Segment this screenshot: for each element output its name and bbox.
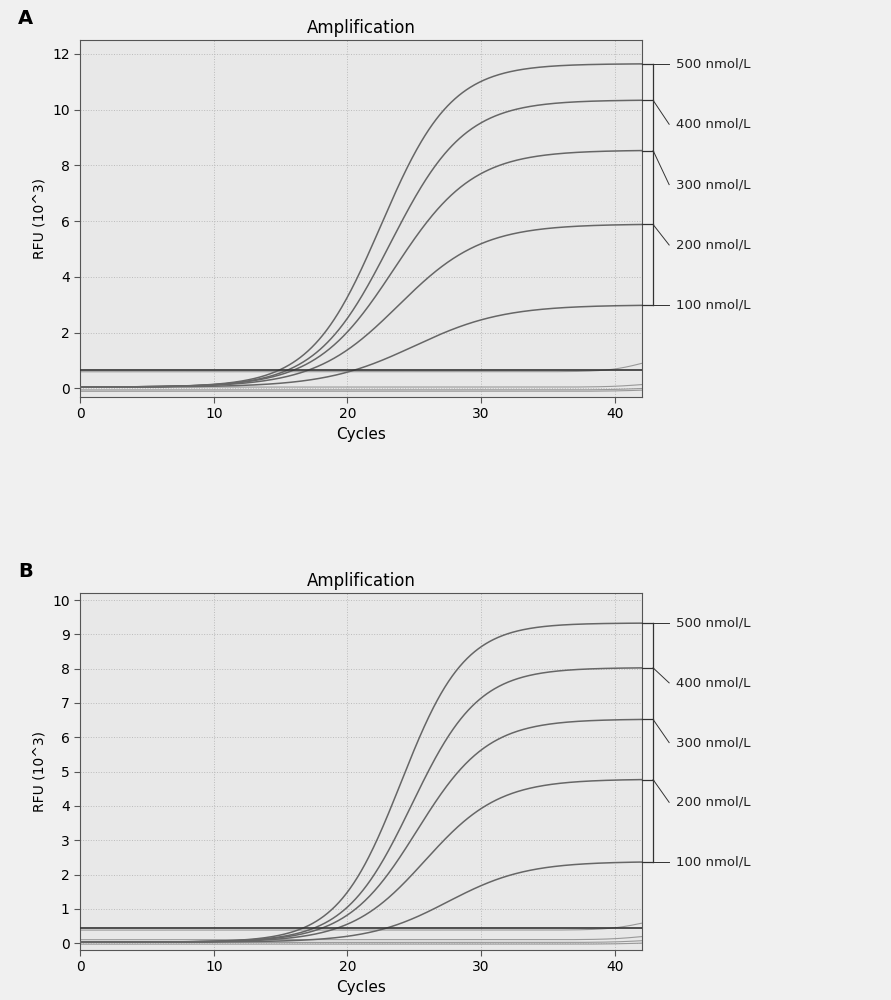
Text: 400 nmol/L: 400 nmol/L <box>676 118 750 131</box>
Text: 300 nmol/L: 300 nmol/L <box>676 736 751 749</box>
Text: 100 nmol/L: 100 nmol/L <box>676 856 751 869</box>
Text: 500 nmol/L: 500 nmol/L <box>676 57 751 70</box>
X-axis label: Cycles: Cycles <box>336 427 386 442</box>
Y-axis label: RFU (10^3): RFU (10^3) <box>33 178 46 259</box>
Text: 400 nmol/L: 400 nmol/L <box>676 676 750 689</box>
Text: A: A <box>18 9 33 28</box>
Text: 100 nmol/L: 100 nmol/L <box>676 299 751 312</box>
Title: Amplification: Amplification <box>307 19 415 37</box>
Text: 500 nmol/L: 500 nmol/L <box>676 617 751 630</box>
Text: 200 nmol/L: 200 nmol/L <box>676 796 751 809</box>
Text: B: B <box>18 562 33 581</box>
X-axis label: Cycles: Cycles <box>336 980 386 995</box>
Text: 200 nmol/L: 200 nmol/L <box>676 238 751 251</box>
Text: 300 nmol/L: 300 nmol/L <box>676 178 751 191</box>
Y-axis label: RFU (10^3): RFU (10^3) <box>33 731 46 812</box>
Title: Amplification: Amplification <box>307 572 415 590</box>
